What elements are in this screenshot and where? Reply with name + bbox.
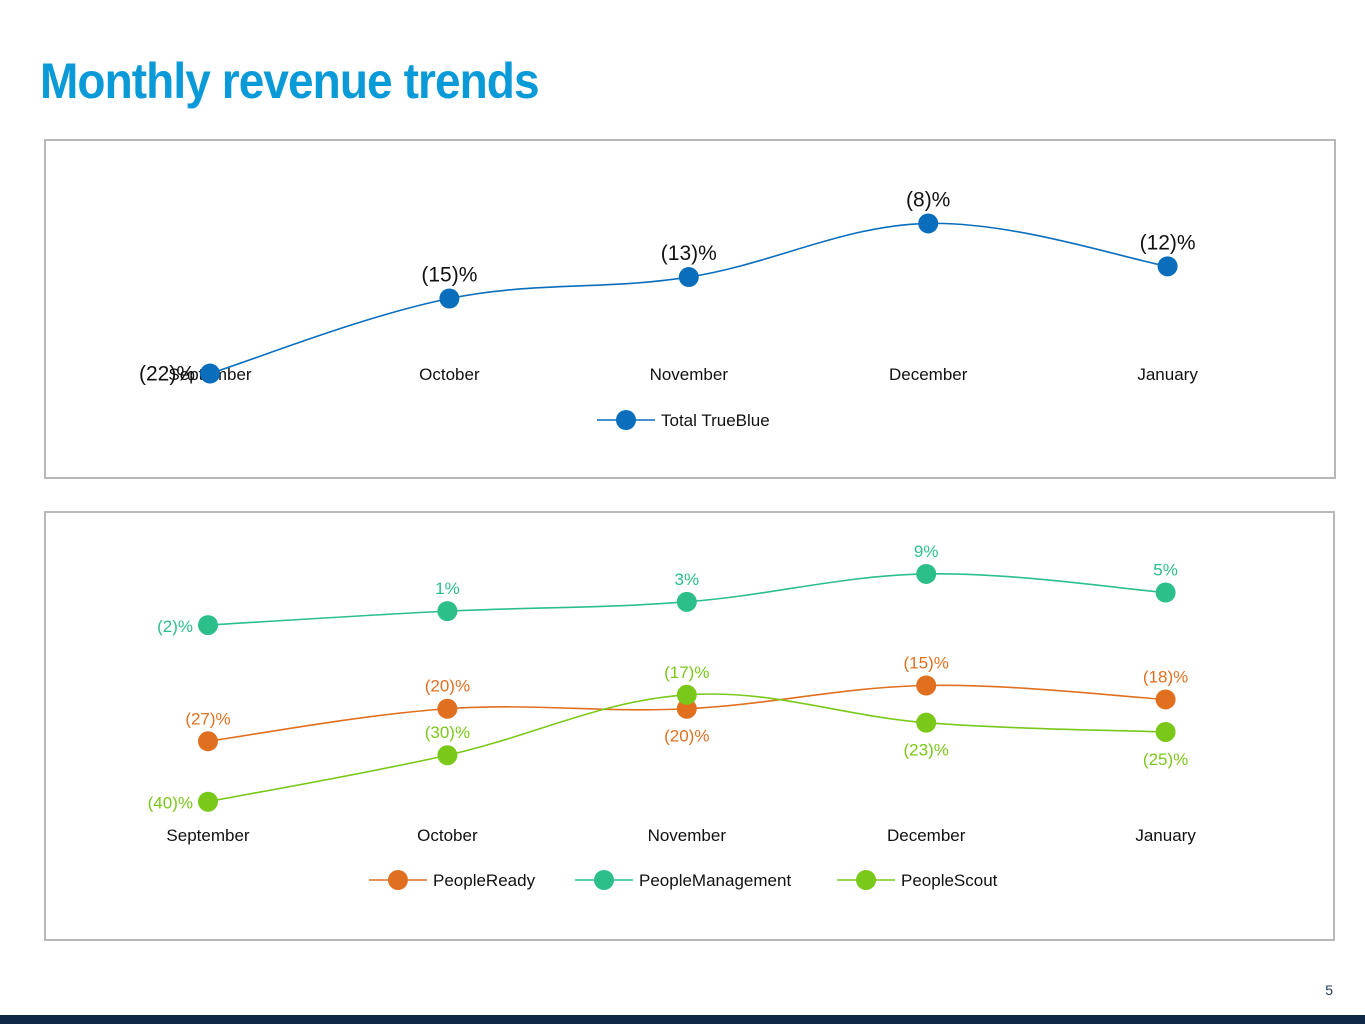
page-title: Monthly revenue trends [40, 53, 540, 109]
data-label: (12)% [1140, 231, 1196, 254]
data-point [437, 601, 458, 622]
total-trueblue-chart: SeptemberOctoberNovemberDecemberJanuary(… [139, 188, 1198, 430]
x-tick-label: November [648, 826, 727, 845]
data-point [1155, 582, 1176, 603]
x-tick-label: December [887, 826, 966, 845]
data-point [916, 675, 937, 696]
data-label: (20)% [425, 677, 470, 696]
footer-bar [0, 1015, 1365, 1024]
data-point [437, 745, 458, 766]
data-point [918, 213, 939, 234]
data-label: (25)% [1143, 750, 1188, 769]
data-label: 1% [435, 579, 460, 598]
legend-marker [616, 410, 636, 430]
data-point [676, 591, 697, 612]
data-label: (22)% [139, 363, 195, 386]
data-point [676, 684, 697, 705]
legend-item-peoplescout: PeopleScout [837, 870, 998, 890]
x-tick-label: November [650, 365, 729, 384]
data-label: (17)% [664, 663, 709, 682]
x-tick-label: December [889, 365, 968, 384]
page-number: 5 [1325, 982, 1333, 998]
data-label: (15)% [421, 264, 477, 287]
data-label: 5% [1153, 561, 1178, 580]
data-point [1155, 689, 1176, 710]
legend-label: PeopleScout [901, 871, 998, 890]
data-label: (18)% [1143, 667, 1188, 686]
data-point [1155, 721, 1176, 742]
data-point [1157, 256, 1178, 277]
total-trueblue-chart-panel: SeptemberOctoberNovemberDecemberJanuary(… [44, 139, 1336, 479]
legend-item-peoplemanagement: PeopleManagement [575, 870, 791, 890]
legend-label: PeopleReady [433, 871, 536, 890]
data-point [439, 288, 460, 309]
data-label: (23)% [904, 741, 949, 760]
data-point [437, 698, 458, 719]
data-label: (27)% [185, 709, 230, 728]
data-label: (30)% [425, 723, 470, 742]
data-point [198, 615, 218, 636]
segment-chart: September October November December January (… [148, 542, 1196, 890]
data-label: (13)% [661, 242, 717, 265]
legend-marker [388, 870, 408, 890]
x-tick-label: October [419, 365, 480, 384]
data-label: 3% [675, 570, 700, 589]
data-label: (40)% [148, 794, 193, 813]
x-tick-label: September [166, 826, 249, 845]
data-label: (2)% [157, 617, 193, 636]
data-label: (8)% [906, 188, 950, 211]
x-tick-label: January [1135, 826, 1196, 845]
data-point [676, 698, 697, 719]
x-tick-label: October [417, 826, 478, 845]
legend-label: PeopleManagement [639, 871, 791, 890]
data-point [916, 712, 937, 733]
legend-item-peopleready: PeopleReady [369, 870, 536, 890]
segment-chart-panel: September October November December January (… [44, 511, 1335, 941]
data-point [916, 563, 937, 584]
data-label: 9% [914, 542, 939, 561]
data-point [678, 267, 699, 288]
x-tick-label: January [1137, 365, 1198, 384]
data-label: (20)% [664, 727, 709, 746]
legend-item-total-trueblue: Total TrueBlue [597, 410, 770, 430]
legend-marker [594, 870, 614, 890]
data-point [198, 791, 218, 812]
legend-label: Total TrueBlue [661, 411, 770, 430]
legend-marker [856, 870, 876, 890]
data-point [198, 731, 218, 752]
data-label: (15)% [904, 654, 949, 673]
data-point [200, 363, 220, 384]
